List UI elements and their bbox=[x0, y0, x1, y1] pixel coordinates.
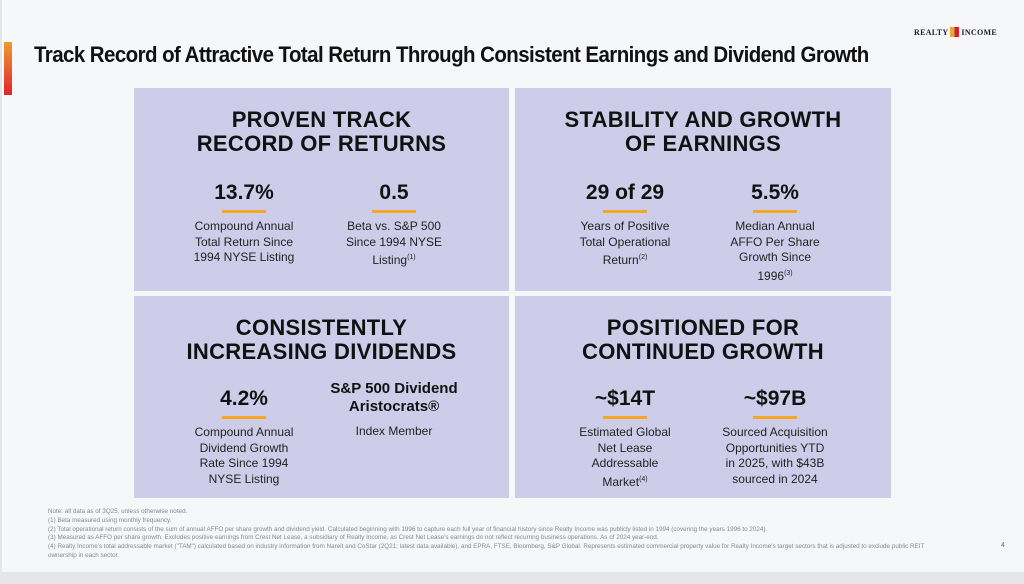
desc-line: Median Annual bbox=[735, 219, 815, 233]
desc-line: Net Lease bbox=[597, 440, 653, 455]
orange-underline bbox=[222, 416, 266, 419]
desc-line: Index Member bbox=[355, 424, 433, 438]
footnote: Note: all data as of 3Q25, unless otherw… bbox=[48, 508, 188, 515]
desc-line: 1996 bbox=[757, 268, 785, 283]
footnote-ref: (2) bbox=[638, 254, 648, 261]
stat-value: S&P 500 Dividend Aristocrats® bbox=[330, 380, 458, 415]
logo-text-right: INCOME bbox=[961, 27, 997, 37]
heading-line: OF EARNINGS bbox=[624, 131, 782, 156]
stat: S&P 500 Dividend Aristocrats® Index Memb… bbox=[319, 380, 469, 440]
heading-line: CONTINUED GROWTH bbox=[582, 339, 824, 364]
panel: CONSISTENTLY INCREASING DIVIDENDS 4.2% C… bbox=[134, 296, 509, 498]
footnote: (1) Beta measured using monthly frequenc… bbox=[48, 516, 172, 524]
accent-bar bbox=[4, 42, 12, 95]
stat: 5.5% Median Annual AFFO Per Share Growth S… bbox=[700, 180, 850, 284]
desc-line: AFFO Per Share bbox=[730, 234, 820, 249]
desc-line: Years of Positive bbox=[580, 219, 670, 233]
stat-description: Compound Annual Dividend Growth Rate Since… bbox=[169, 425, 319, 487]
stat-value: 13.7% bbox=[214, 181, 274, 204]
orange-underline bbox=[603, 210, 647, 213]
desc-line: Return bbox=[602, 253, 639, 267]
stat-value: ~$97B bbox=[743, 387, 807, 410]
orange-underline bbox=[753, 416, 797, 419]
desc-line: Listing bbox=[372, 253, 408, 267]
desc-line: Rate Since 1994 bbox=[199, 456, 289, 470]
logo-text-left: REALTY bbox=[914, 27, 949, 37]
heading-line: POSITIONED FOR bbox=[606, 315, 800, 340]
panel-heading: STABILITY AND GROWTH OF EARNINGS bbox=[515, 108, 891, 156]
desc-line: Beta vs. S&P 500 bbox=[347, 219, 441, 233]
heading-line: INCREASING DIVIDENDS bbox=[186, 339, 457, 364]
panel: POSITIONED FOR CONTINUED GROWTH ~$14T Es… bbox=[515, 296, 891, 498]
panel: PROVEN TRACK RECORD OF RETURNS 13.7% Com… bbox=[134, 88, 509, 291]
desc-line: 1994 NYSE Listing bbox=[193, 250, 295, 264]
stat-description: Index Member bbox=[319, 424, 469, 440]
orange-underline bbox=[222, 210, 266, 213]
stat-description: Sourced Acquisition Opportunities YTD in 2… bbox=[700, 425, 850, 487]
footnote: (2) Total operational return consists of… bbox=[48, 525, 768, 533]
stat-description: Median Annual AFFO Per Share Growth Since 1… bbox=[700, 219, 850, 284]
desc-line: Sourced Acquisition bbox=[722, 425, 828, 439]
footnotes: Note: all data as of 3Q25, unless otherw… bbox=[48, 508, 948, 561]
heading-line: CONSISTENTLY bbox=[235, 315, 408, 340]
stat-value: ~$14T bbox=[594, 387, 656, 410]
panel-heading: CONSISTENTLY INCREASING DIVIDENDS bbox=[134, 316, 509, 364]
panel-heading: POSITIONED FOR CONTINUED GROWTH bbox=[515, 316, 891, 364]
stat: 13.7% Compound Annual Total Return Since 1… bbox=[169, 180, 319, 266]
desc-line: Since 1994 NYSE bbox=[345, 234, 443, 249]
logo-cube-icon bbox=[950, 27, 960, 37]
desc-line: Total Return Since bbox=[194, 234, 294, 249]
stat: ~$14T Estimated Global Net Lease Addressab… bbox=[550, 386, 700, 490]
desc-line: in 2025, with $43B bbox=[725, 456, 825, 470]
heading-line: RECORD OF RETURNS bbox=[196, 131, 447, 156]
footnote-ref: (3) bbox=[784, 269, 793, 277]
stat: 29 of 29 Years of Positive Total Operatio… bbox=[550, 180, 700, 269]
realty-income-logo: REALTY INCOME bbox=[914, 27, 997, 37]
desc-line: Dividend Growth bbox=[199, 440, 289, 455]
heading-line: STABILITY AND GROWTH bbox=[564, 107, 842, 132]
desc-line: sourced in 2024 bbox=[732, 471, 818, 486]
desc-line: Opportunities YTD bbox=[725, 440, 825, 455]
desc-line: Total Operational bbox=[579, 234, 671, 249]
footnote: (4) Realty Income's total addressable ma… bbox=[48, 543, 925, 559]
desc-line: NYSE Listing bbox=[208, 471, 280, 486]
desc-line: Estimated Global bbox=[579, 425, 671, 439]
stat: 4.2% Compound Annual Dividend Growth Rate … bbox=[169, 386, 319, 487]
stat: 0.5 Beta vs. S&P 500 Since 1994 NYSE Listi… bbox=[319, 180, 469, 269]
panel: STABILITY AND GROWTH OF EARNINGS 29 of 2… bbox=[515, 88, 891, 291]
footnote-ref: (4) bbox=[639, 475, 648, 483]
panel-heading: PROVEN TRACK RECORD OF RETURNS bbox=[134, 108, 509, 156]
slide: Track Record of Attractive Total Return … bbox=[2, 0, 1024, 572]
slide-title: Track Record of Attractive Total Return … bbox=[34, 42, 869, 67]
desc-line: Market bbox=[602, 474, 640, 489]
desc-line: Compound Annual bbox=[194, 219, 294, 233]
desc-line: Addressable bbox=[591, 456, 659, 470]
page-number: 4 bbox=[1001, 542, 1005, 549]
stat-description: Years of Positive Total Operational Return… bbox=[550, 219, 700, 269]
footnote-ref: (1) bbox=[407, 254, 416, 261]
stat-value: 0.5 bbox=[379, 181, 409, 204]
orange-underline bbox=[753, 210, 797, 213]
stat-value: 5.5% bbox=[751, 181, 799, 204]
orange-underline bbox=[372, 210, 416, 213]
desc-line: Growth Since bbox=[738, 250, 812, 264]
heading-line: PROVEN TRACK bbox=[231, 107, 412, 132]
stat-value: 29 of 29 bbox=[585, 181, 665, 204]
stat-value: 4.2% bbox=[220, 387, 268, 410]
footnote: (3) Measured as AFFO per share growth. E… bbox=[48, 534, 659, 542]
stat-description: Beta vs. S&P 500 Since 1994 NYSE Listing(1… bbox=[319, 219, 469, 269]
stat-description: Estimated Global Net Lease Addressable Mark… bbox=[550, 425, 700, 490]
desc-line: Compound Annual bbox=[194, 425, 294, 439]
stat: ~$97B Sourced Acquisition Opportunities Y… bbox=[700, 386, 850, 487]
orange-underline bbox=[603, 416, 647, 419]
stat-description: Compound Annual Total Return Since 1994 NY… bbox=[169, 219, 319, 266]
